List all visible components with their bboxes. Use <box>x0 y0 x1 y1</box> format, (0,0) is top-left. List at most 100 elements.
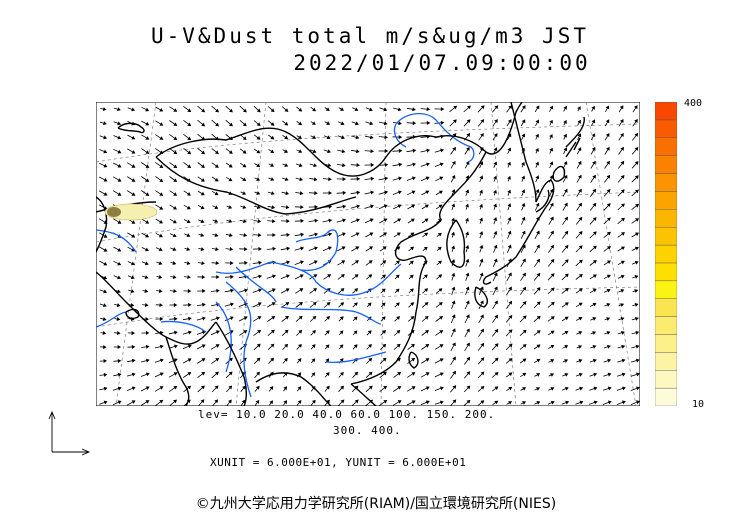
wind-arrow-head <box>395 288 400 293</box>
wind-arrow-head <box>228 219 233 223</box>
wind-arrow-head <box>536 330 541 334</box>
wind-arrow-head <box>257 329 262 334</box>
wind-arrow-head <box>117 331 121 336</box>
wind-arrow-head <box>313 163 318 168</box>
wind-arrow-head <box>340 288 345 292</box>
wind-arrow-head <box>411 357 416 362</box>
wind-arrow-head <box>228 177 233 182</box>
wind-arrow-head <box>159 192 164 196</box>
wind-arrow-head <box>201 108 206 113</box>
wind-arrow-head <box>117 220 122 224</box>
colorbar-min-label: 10 <box>692 399 705 410</box>
wind-arrow-head <box>258 246 262 252</box>
wind-arrow-head <box>214 191 219 196</box>
wind-arrow-head <box>159 164 164 169</box>
wind-arrow-head <box>620 274 625 279</box>
wind-arrow-head <box>508 300 513 305</box>
wind-arrow-head <box>325 358 330 363</box>
wind-arrow-head <box>230 260 234 266</box>
wind-arrow-head <box>550 344 555 349</box>
wind-arrow-head <box>564 359 568 363</box>
wind-arrow-head <box>271 288 276 293</box>
wind-arrow-head <box>397 107 402 112</box>
wind-vectors <box>98 105 640 406</box>
wind-arrow-head <box>257 316 262 320</box>
wind-arrow-head <box>620 132 624 137</box>
wind-arrow-head <box>467 105 471 110</box>
wind-arrow-head <box>382 343 387 348</box>
wind-arrow-head <box>187 136 192 141</box>
wind-arrow-head <box>284 357 288 362</box>
wind-arrow-head <box>117 121 122 126</box>
wind-arrow-head <box>159 136 164 140</box>
wind-arrow-head <box>103 372 108 377</box>
wind-arrow-head <box>564 216 568 221</box>
wind-arrow-head <box>549 105 554 110</box>
wind-arrow-head <box>244 260 248 265</box>
wind-arrow-head <box>158 247 163 252</box>
wind-arrow-head <box>578 245 583 250</box>
wind-arrow-head <box>369 246 373 250</box>
wind-arrow-head <box>384 149 389 154</box>
wind-arrow-head <box>465 258 470 263</box>
wind-arrow-head <box>326 399 330 404</box>
wind-arrow-head <box>173 108 178 112</box>
wind-arrow-head <box>144 289 149 294</box>
wind-arrow-head <box>535 202 540 207</box>
wind-arrow-head <box>131 192 136 196</box>
wind-arrow-head <box>479 175 484 180</box>
colorbar-step <box>655 262 677 282</box>
wind-arrow-head <box>536 301 541 306</box>
wind-arrow-head <box>521 216 526 221</box>
wind-arrow-head <box>341 149 346 154</box>
wind-arrow-head <box>314 204 318 210</box>
wind-arrow-head <box>465 231 470 236</box>
wind-arrow-head <box>341 135 345 140</box>
wind-arrow-head <box>369 218 374 223</box>
wind-arrow-head <box>202 288 206 294</box>
wind-arrow-head <box>550 216 554 221</box>
wind-arrow-head <box>117 372 122 377</box>
wind-arrow-head <box>635 218 640 222</box>
wind-arrow-head <box>144 303 149 308</box>
wind-arrow-head <box>172 260 177 265</box>
wind-arrow-head <box>242 163 247 168</box>
wind-arrow-head <box>256 343 261 348</box>
wind-arrow-head <box>340 302 345 306</box>
wind-arrow-head <box>384 190 389 195</box>
wind-arrow-head <box>564 230 569 235</box>
wind-arrow-head <box>284 315 289 320</box>
wind-arrow-head <box>479 272 484 277</box>
wind-arrow-head <box>465 175 470 180</box>
wind-arrow-head <box>592 317 597 321</box>
wind-arrow-head <box>242 205 247 209</box>
wind-arrow-head <box>230 274 234 279</box>
wind-arrow-head <box>355 149 360 154</box>
wind-arrow-head <box>342 190 347 195</box>
wind-arrow-head <box>480 119 485 123</box>
wind-arrow-head <box>466 356 471 361</box>
wind-arrow-head <box>606 203 611 207</box>
wind-arrow-head <box>103 149 108 154</box>
wind-arrow-head <box>145 386 150 391</box>
wind-arrow-head <box>339 316 344 321</box>
wind-arrow-head <box>187 344 192 349</box>
wind-arrow-head <box>452 146 456 151</box>
colorbar-step <box>655 370 677 389</box>
wind-arrow-head <box>398 135 403 140</box>
wind-arrow-head <box>298 329 303 334</box>
wind-arrow-head <box>228 399 232 404</box>
wind-arrow-head <box>297 372 302 377</box>
colorbar-step <box>655 119 677 138</box>
wind-arrow-head <box>215 108 219 113</box>
wind-arrow-head <box>411 372 416 376</box>
wind-arrow-head <box>423 246 428 251</box>
wind-arrow-head <box>354 121 359 126</box>
wind-arrow-head <box>605 105 610 110</box>
wind-arrow-head <box>451 189 456 194</box>
wind-arrow-head <box>286 218 290 224</box>
wind-arrow-head <box>272 232 276 238</box>
wind-arrow-head <box>173 385 178 390</box>
wind-arrow-head <box>606 302 611 307</box>
wind-arrow-head <box>438 204 443 209</box>
